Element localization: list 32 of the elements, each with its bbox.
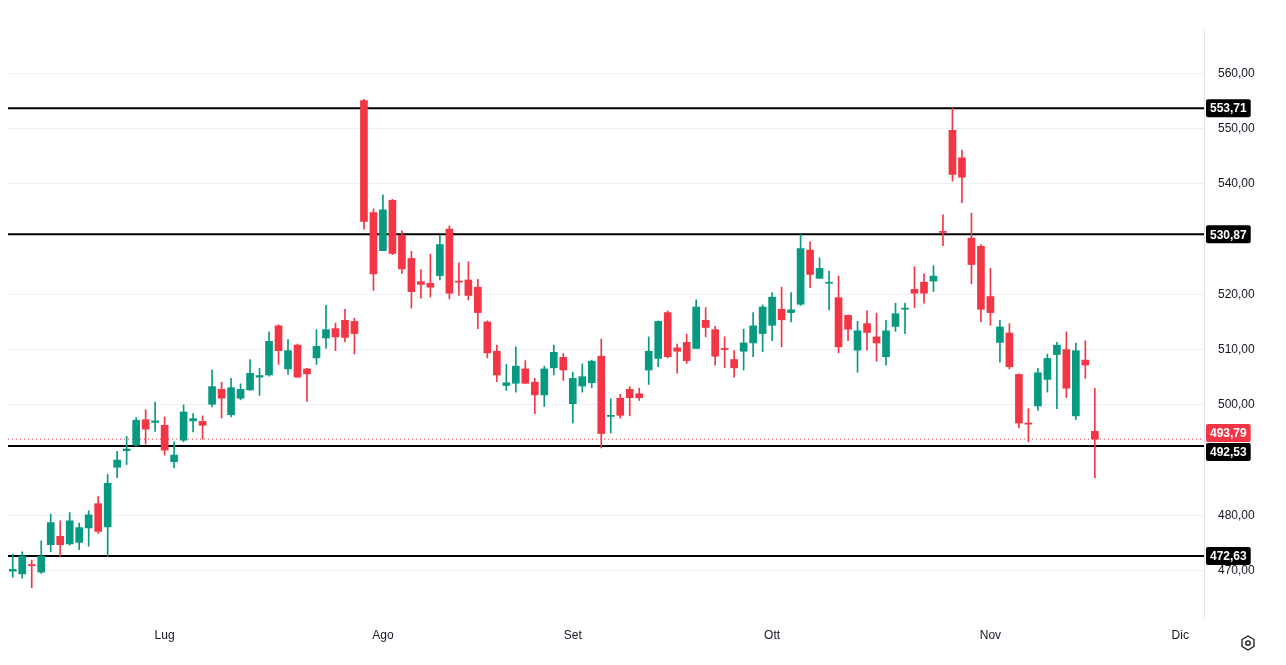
- candlestick: [189, 413, 197, 433]
- y-tick-label: 520,00: [1218, 286, 1256, 301]
- x-tick-label: Nov: [979, 628, 1002, 643]
- y-tick-label: 550,00: [1218, 120, 1256, 135]
- x-tick-label: Lug: [154, 628, 175, 643]
- candlestick: [787, 292, 795, 323]
- y-tick-label: 560,00: [1218, 65, 1256, 80]
- x-tick-label: Dic: [1171, 628, 1189, 643]
- ref-line-label: 530,87: [1210, 227, 1248, 242]
- candlestick: [417, 269, 425, 299]
- y-tick-label: 500,00: [1218, 397, 1256, 412]
- candlestick: [56, 520, 65, 557]
- candlestick: [1053, 342, 1061, 410]
- ref-line-label: 472,63: [1210, 549, 1248, 564]
- candlestick: [322, 305, 330, 349]
- candlestick: [825, 270, 833, 311]
- candlestick: [939, 214, 947, 247]
- y-tick-label: 510,00: [1218, 341, 1256, 356]
- ref-line-label: 553,71: [1210, 101, 1248, 116]
- y-tick-label: 480,00: [1218, 507, 1256, 522]
- candlestick: [455, 262, 463, 296]
- candlestick: [303, 368, 311, 402]
- y-tick-label: 470,00: [1218, 562, 1256, 577]
- x-tick-label: Set: [563, 628, 583, 643]
- ref-line-label: 493,79: [1210, 426, 1248, 441]
- candlestick: [901, 302, 909, 334]
- candlestick: [27, 559, 36, 588]
- x-tick-label: Ago: [372, 628, 394, 643]
- x-tick-label: Ott: [764, 628, 781, 643]
- candlestick: [606, 398, 615, 434]
- y-tick-label: 540,00: [1218, 176, 1256, 191]
- ref-line-label: 492,53: [1210, 445, 1248, 460]
